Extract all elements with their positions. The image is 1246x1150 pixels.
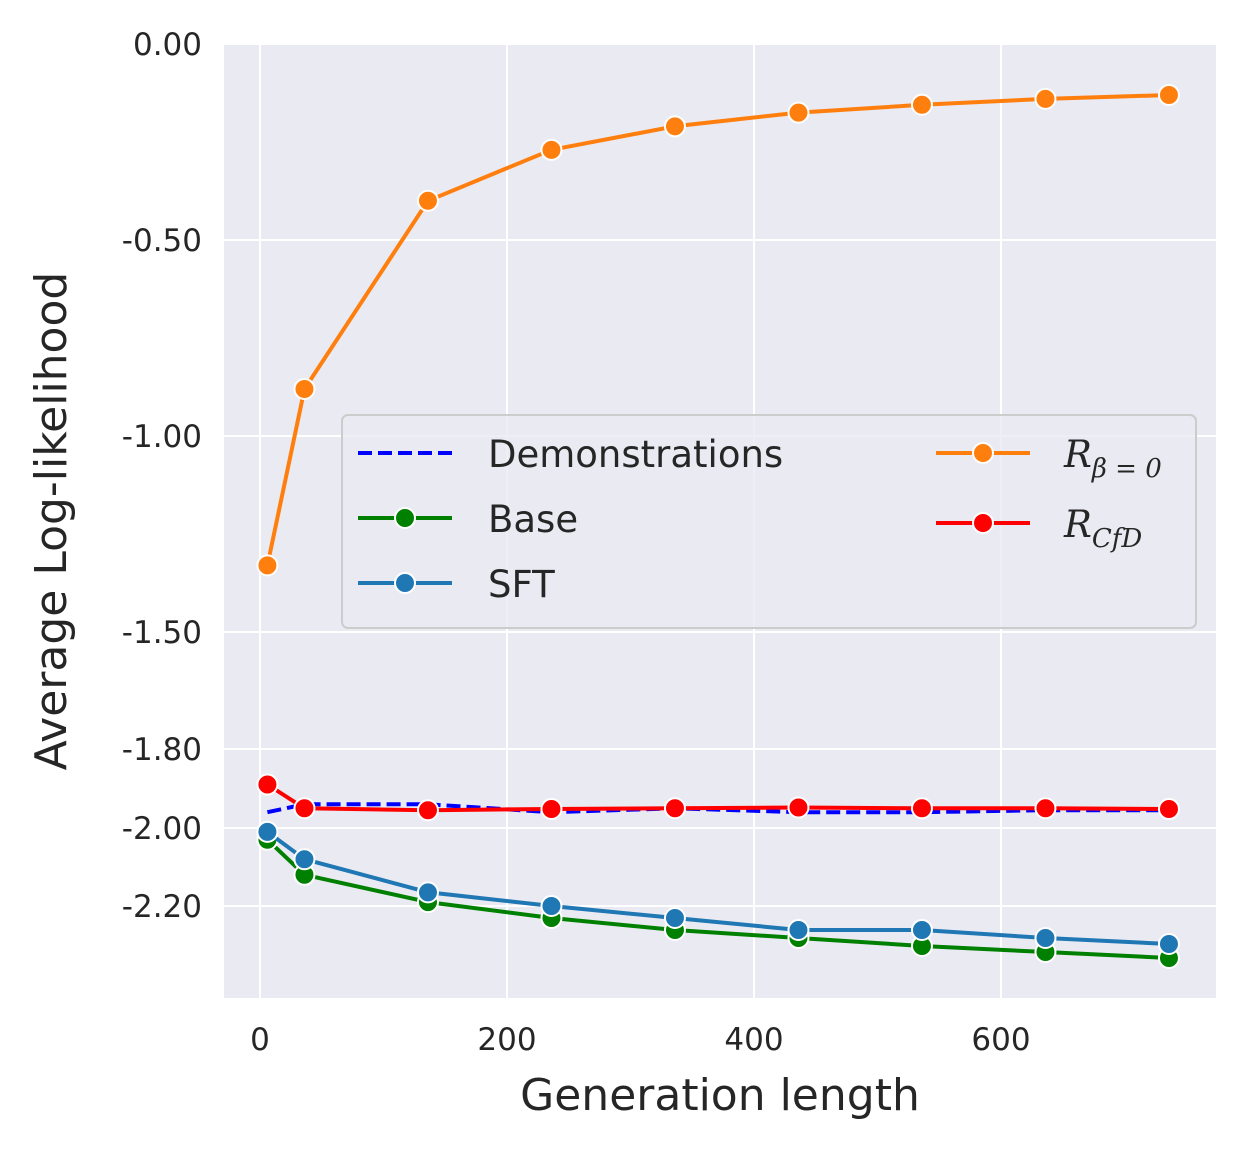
data-point: [256, 773, 279, 796]
x-tick-label: 200: [477, 1022, 536, 1058]
y-tick-label: -1.00: [122, 419, 202, 455]
legend-item: Base: [358, 498, 578, 541]
legend-label: Demonstrations: [488, 433, 783, 476]
data-point: [787, 796, 810, 819]
x-tick-label: 600: [971, 1022, 1030, 1058]
data-point: [910, 797, 933, 820]
legend-marker: [972, 442, 994, 464]
x-tick-label: 0: [250, 1022, 270, 1058]
data-point: [663, 797, 686, 820]
data-point: [1157, 798, 1180, 821]
y-tick-label: -1.80: [122, 732, 202, 768]
legend-marker: [394, 572, 416, 594]
data-point: [663, 907, 686, 929]
data-point: [540, 138, 563, 161]
legend-label: Base: [488, 498, 578, 541]
series-4: [256, 773, 1180, 822]
legend-box: [341, 414, 1197, 629]
y-axis-label: Average Log-likelihood: [26, 272, 77, 771]
legend-marker: [972, 512, 994, 534]
y-tick-label: -2.00: [122, 811, 202, 847]
y-tick-label: -1.50: [122, 615, 202, 651]
data-point: [416, 799, 439, 822]
data-point: [1034, 797, 1057, 820]
data-point: [1157, 933, 1180, 955]
legend-label: Rβ = 0: [1063, 433, 1162, 484]
data-point: [1034, 927, 1057, 949]
data-point: [293, 377, 316, 400]
y-tick-label: -2.20: [122, 889, 202, 925]
data-point: [787, 919, 810, 941]
series-2: [256, 820, 1180, 955]
x-tick-label: 400: [724, 1022, 783, 1058]
data-point: [540, 895, 563, 917]
data-point: [293, 797, 316, 820]
x-axis-label: Generation length: [520, 1070, 920, 1121]
legend: Demonstrations Base SFT Rβ = 0 RCfD: [341, 414, 1197, 629]
series-3: [256, 83, 1180, 577]
legend-marker: [394, 507, 416, 529]
data-point: [293, 848, 316, 871]
legend-label: SFT: [488, 563, 555, 606]
data-point: [256, 820, 279, 843]
data-point: [416, 189, 439, 212]
data-point: [1157, 83, 1180, 106]
legend-label: RCfD: [1063, 503, 1142, 554]
legend-item: Rβ = 0: [936, 433, 1162, 484]
legend-item: SFT: [358, 563, 555, 606]
legend-item: Demonstrations: [358, 433, 783, 476]
data-point: [540, 798, 563, 821]
legend-item: RCfD: [936, 503, 1142, 554]
data-point: [910, 93, 933, 116]
series-layer: [256, 83, 1180, 969]
data-point: [663, 115, 686, 138]
y-tick-label: -0.50: [122, 223, 202, 259]
data-point: [256, 554, 279, 577]
data-point: [910, 919, 933, 941]
data-point: [1034, 87, 1057, 110]
tick-labels: 0 200 400 600 0.00 -0.50 -1.00 -1.50 -1.80 -2.00 -…: [122, 27, 1031, 1058]
data-point: [787, 101, 810, 124]
data-point: [416, 881, 439, 904]
y-tick-label: 0.00: [133, 27, 202, 63]
